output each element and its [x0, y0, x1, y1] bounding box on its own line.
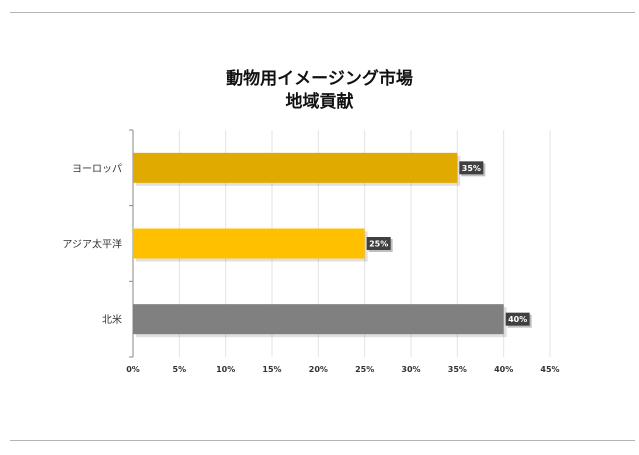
bottom-divider	[10, 440, 635, 441]
chart-title: 動物用イメージング市場	[226, 69, 413, 89]
x-tick-label: 5%	[173, 365, 187, 374]
category-label: ヨーロッパ	[72, 163, 122, 175]
data-label-box	[459, 161, 484, 175]
chart-subtitle: 地域貢献	[285, 92, 354, 112]
x-tick-label: 10%	[216, 365, 235, 374]
top-divider	[10, 12, 635, 13]
data-label-box	[505, 312, 530, 326]
x-tick-label: 20%	[309, 365, 328, 374]
x-tick-label: 25%	[355, 365, 374, 374]
data-label: 25%	[369, 240, 388, 249]
bar	[133, 228, 365, 259]
category-label: 北米	[102, 313, 122, 326]
data-label: 35%	[462, 164, 481, 173]
data-label-box	[366, 237, 391, 250]
category-label: アジア太平洋	[62, 238, 122, 251]
data-label: 40%	[508, 315, 527, 324]
bar	[133, 152, 458, 183]
bar	[133, 304, 504, 335]
x-tick-label: 35%	[448, 365, 467, 374]
x-tick-label: 30%	[401, 365, 420, 374]
x-tick-label: 0%	[126, 365, 140, 374]
x-tick-label: 45%	[540, 365, 559, 374]
x-tick-label: 40%	[494, 365, 513, 374]
x-tick-label: 15%	[262, 365, 281, 374]
